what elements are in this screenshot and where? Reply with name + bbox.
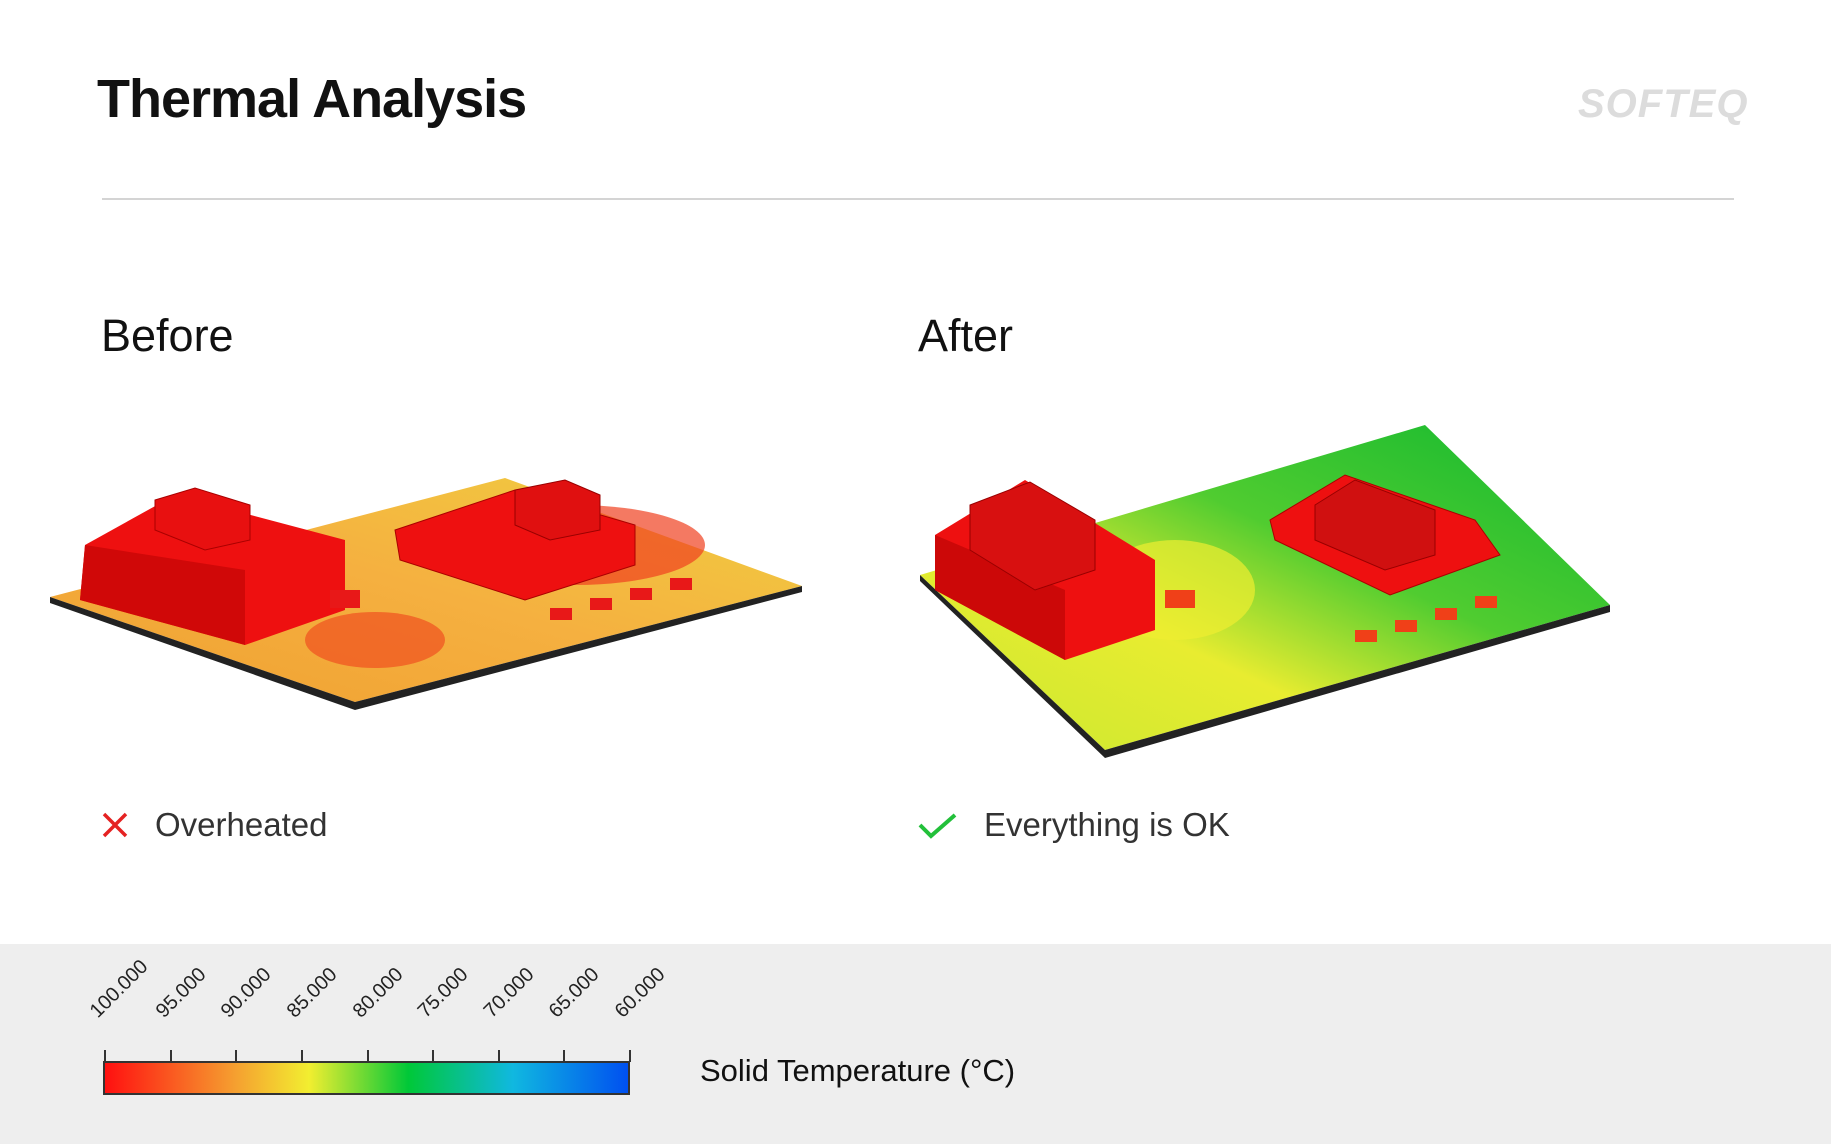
legend-footer (0, 944, 1831, 1144)
legend-tick-mark (497, 1050, 500, 1062)
cross-icon (102, 812, 128, 838)
legend-tick-mark (169, 1050, 172, 1062)
after-thermal-board-image (920, 425, 1610, 758)
before-status-text: Overheated (155, 806, 328, 843)
softeq-logo: SOFTEQ (1578, 82, 1749, 126)
legend-label: Solid Temperature (°C) (700, 1053, 1016, 1088)
before-status: Overheated (101, 806, 327, 844)
legend-tick-mark (366, 1050, 369, 1062)
before-thermal-board-image (50, 478, 802, 710)
page-title: Thermal Analysis (97, 69, 527, 129)
check-icon (918, 813, 957, 839)
before-heading: Before (101, 310, 234, 361)
after-status: Everything is OK (918, 806, 1230, 844)
after-heading: After (918, 310, 1014, 361)
legend-tick-mark (300, 1050, 303, 1062)
divider (102, 198, 1734, 200)
legend-tick-mark (629, 1050, 631, 1062)
temperature-color-bar (103, 1061, 630, 1095)
legend-tick-mark (563, 1050, 566, 1062)
after-status-text: Everything is OK (984, 806, 1230, 843)
legend-tick-mark (235, 1050, 238, 1062)
legend-tick-mark (432, 1050, 435, 1062)
legend-tick-mark (104, 1050, 106, 1062)
